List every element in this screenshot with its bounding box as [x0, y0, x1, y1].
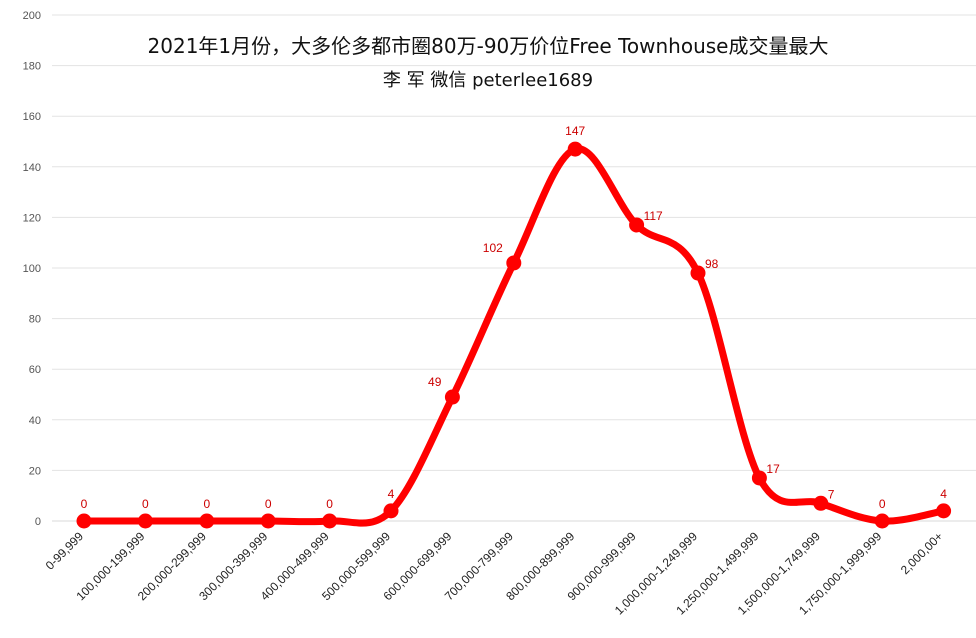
y-tick-label: 40 — [29, 415, 41, 427]
data-label: 102 — [483, 241, 503, 255]
y-tick-label: 60 — [29, 364, 41, 376]
data-label: 117 — [644, 209, 663, 223]
data-label: 7 — [828, 487, 835, 501]
data-point — [137, 513, 153, 529]
data-point — [936, 503, 952, 519]
data-point — [690, 265, 706, 281]
y-tick-label: 200 — [23, 10, 41, 22]
y-tick-label: 120 — [23, 212, 41, 224]
data-label: 0 — [142, 497, 149, 511]
data-point — [813, 495, 829, 511]
data-label: 0 — [879, 497, 886, 511]
data-point — [567, 141, 583, 157]
data-label: 0 — [326, 497, 333, 511]
data-label: 4 — [940, 487, 947, 501]
data-label: 0 — [265, 497, 272, 511]
data-point — [444, 389, 460, 405]
x-tick-label: 0-99,999 — [43, 529, 87, 573]
data-label: 17 — [766, 462, 780, 476]
data-point — [322, 513, 338, 529]
data-label: 49 — [428, 375, 442, 389]
y-tick-label: 140 — [23, 162, 41, 174]
x-tick-label: 2,000,00+ — [898, 529, 946, 577]
y-tick-label: 100 — [23, 263, 41, 275]
data-label: 0 — [203, 497, 210, 511]
data-point — [874, 513, 890, 529]
data-point — [199, 513, 215, 529]
data-label: 98 — [705, 257, 719, 271]
y-tick-label: 80 — [29, 314, 41, 326]
y-tick-label: 20 — [29, 465, 41, 477]
y-tick-label: 160 — [23, 111, 41, 123]
data-label: 0 — [81, 497, 88, 511]
data-point — [751, 470, 767, 486]
data-label: 147 — [565, 124, 585, 138]
data-point — [383, 503, 399, 519]
data-point — [260, 513, 276, 529]
series-line — [80, 145, 948, 527]
data-point — [629, 217, 645, 233]
data-point — [76, 513, 92, 529]
data-point — [506, 255, 522, 271]
y-tick-label: 0 — [35, 516, 41, 528]
chart-subtitle: 李 军 微信 peterlee1689 — [382, 70, 594, 91]
y-tick-label: 180 — [23, 61, 41, 73]
chart-title: 2021年1月份，大多伦多都市圈80万-90万价位Free Townhouse成… — [147, 34, 829, 58]
data-label: 4 — [388, 487, 395, 501]
